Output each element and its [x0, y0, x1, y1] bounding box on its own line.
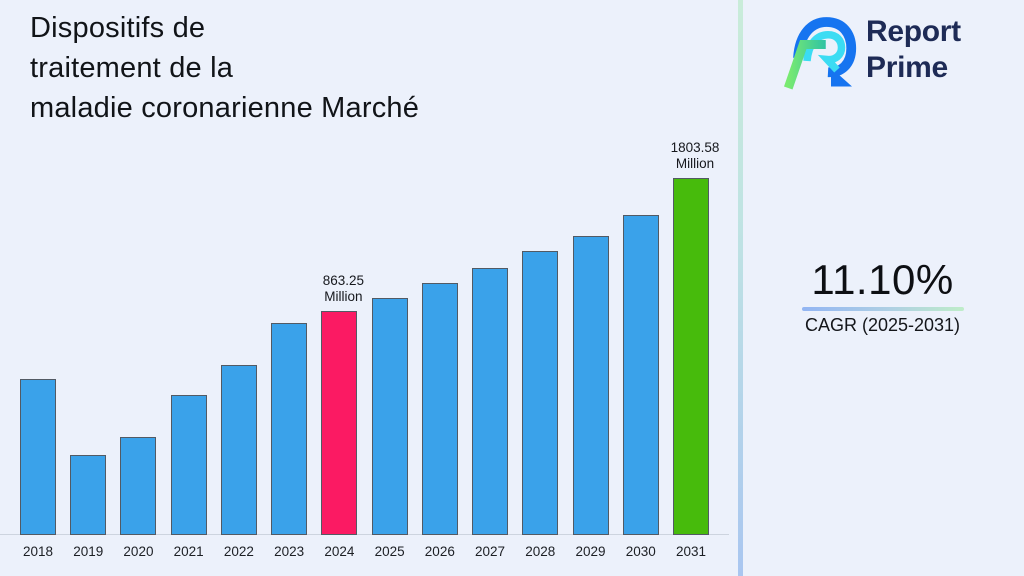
year-label-2025: 2025: [374, 544, 405, 559]
bar-2021: [170, 395, 207, 535]
bar-2025: [371, 298, 408, 535]
year-label-2026: 2026: [424, 544, 455, 559]
year-label-2022: 2022: [223, 544, 254, 559]
bar-2031: [672, 178, 709, 535]
cagr-caption: CAGR (2025-2031): [804, 315, 961, 335]
bar-2020: [120, 437, 157, 535]
bar-2019: [70, 455, 107, 535]
bar-2018: [20, 379, 56, 535]
bar-2027: [472, 268, 509, 535]
x-axis-line: [0, 534, 729, 535]
brand-wordmark: Report Prime: [866, 15, 961, 84]
value-label-2031: 1803.58 Million: [670, 140, 720, 171]
year-label-2028: 2028: [525, 544, 556, 559]
bar-2026: [421, 283, 458, 535]
year-label-2018: 2018: [22, 544, 54, 559]
cagr-underline: [802, 307, 964, 311]
year-label-2021: 2021: [173, 544, 204, 559]
report-prime-logo-icon: [783, 17, 857, 90]
value-label-2024: 863.25 Million: [322, 273, 365, 304]
year-label-2030: 2030: [625, 544, 656, 559]
bar-2030: [622, 215, 659, 535]
year-label-2027: 2027: [475, 544, 506, 559]
year-label-2031: 2031: [675, 544, 706, 559]
year-label-2029: 2029: [575, 544, 606, 559]
year-label-2020: 2020: [123, 544, 154, 559]
year-label-2024: 2024: [324, 544, 355, 559]
cagr-value: 11.10%: [811, 256, 954, 303]
bar-2028: [522, 251, 559, 535]
bar-2022: [220, 365, 257, 535]
page-title: Dispositifs de traitement de la maladie …: [30, 12, 420, 124]
bar-2029: [572, 236, 609, 535]
bar-2023: [271, 323, 308, 535]
year-label-2023: 2023: [274, 544, 305, 559]
bar-2024: [321, 311, 358, 535]
vertical-divider: [738, 0, 743, 576]
year-label-2019: 2019: [73, 544, 104, 559]
